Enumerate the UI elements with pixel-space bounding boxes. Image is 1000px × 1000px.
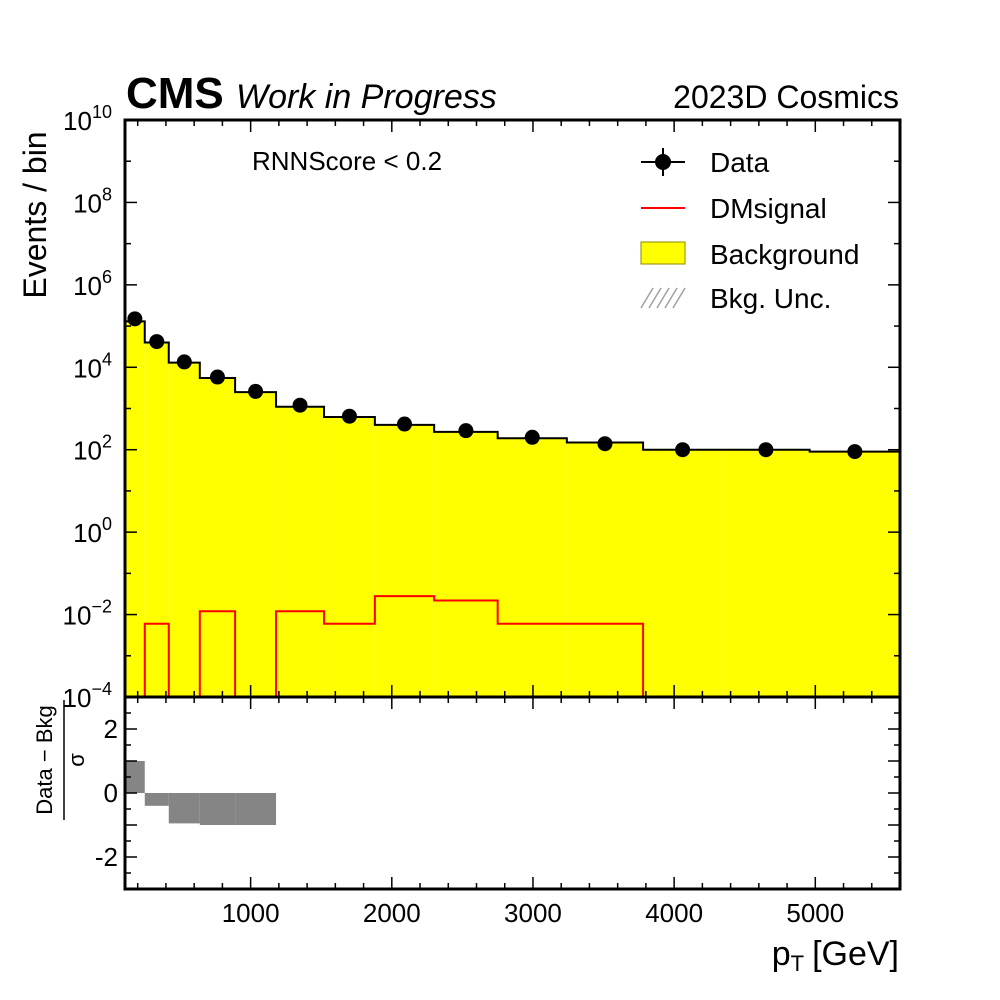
background-bar xyxy=(125,321,145,697)
legend-entry-data: Data xyxy=(641,147,770,178)
x-axis-label: pT [GeV] xyxy=(772,935,899,976)
ratio-y-tick-label: 2 xyxy=(104,714,118,744)
main-y-tick-label: 1010 xyxy=(63,102,112,136)
data-point xyxy=(675,442,691,458)
main-y-tick-label: 106 xyxy=(73,267,112,301)
main-y-axis-label: Events / bin xyxy=(17,131,53,298)
background-bar xyxy=(168,362,200,697)
background-bar xyxy=(566,442,644,697)
x-axis-label-symbol: p xyxy=(772,935,791,973)
legend-background-swatch xyxy=(640,241,686,265)
ratio-y-label-numerator: Data − Bkg xyxy=(32,705,57,814)
background-bar xyxy=(276,406,325,697)
ratio-bar xyxy=(144,793,169,806)
legend-entry-bkg-unc: Bkg. Unc. xyxy=(640,283,831,314)
x-tick-label: 3000 xyxy=(504,898,562,928)
main-y-tick-label: 102 xyxy=(73,432,112,466)
ratio-bar xyxy=(168,793,200,824)
background-bar xyxy=(324,417,375,697)
background-bar xyxy=(144,342,169,697)
data-point xyxy=(758,442,774,458)
main-y-tick-label: 104 xyxy=(73,349,112,383)
x-tick-label: 4000 xyxy=(645,898,703,928)
main-y-tick-label: 108 xyxy=(73,184,112,218)
data-point xyxy=(149,334,165,350)
data-point xyxy=(176,354,192,370)
legend-label-background: Background xyxy=(710,239,859,270)
x-tick-label: 5000 xyxy=(786,898,844,928)
data-point xyxy=(209,369,225,385)
data-point xyxy=(127,311,143,327)
data-point xyxy=(248,383,264,399)
data-point xyxy=(847,444,863,460)
main-y-tick-label: 100 xyxy=(73,514,112,548)
ratio-y-tick-label: 0 xyxy=(104,778,118,808)
legend-entry-background: Background xyxy=(640,239,859,270)
ratio-bar xyxy=(125,761,145,793)
legend-label-dmsignal: DMsignal xyxy=(710,193,827,224)
main-y-tick-label: 10−2 xyxy=(63,597,112,631)
x-axis-label-unit: [GeV] xyxy=(812,935,899,973)
background-bar xyxy=(643,449,723,697)
data-point xyxy=(524,429,540,445)
main-y-tick-label: 10−4 xyxy=(63,679,112,713)
x-tick-label: 2000 xyxy=(363,898,421,928)
background-bar xyxy=(497,438,567,697)
data-point xyxy=(292,397,308,413)
x-axis-label-subscript: T xyxy=(791,951,804,976)
legend-label-data: Data xyxy=(710,147,770,178)
dataset-label: 2023D Cosmics xyxy=(673,79,899,115)
legend: Data DMsignal Background Bkg. Unc. xyxy=(640,147,859,314)
status-label: Work in Progress xyxy=(236,78,497,116)
background-bar xyxy=(374,424,435,697)
background-bar xyxy=(809,451,900,697)
x-tick-label: 1000 xyxy=(222,898,280,928)
data-point xyxy=(341,408,357,424)
background-bar xyxy=(434,431,498,697)
ratio-bar xyxy=(235,793,277,825)
data-point xyxy=(397,416,413,432)
data-point xyxy=(458,423,474,439)
legend-hatch-swatch xyxy=(640,287,686,309)
main-y-axis: 1010 108 106 104 102 100 10−2 10−4 xyxy=(63,102,900,713)
background-bar xyxy=(722,449,810,697)
background-bar xyxy=(199,377,236,697)
legend-data-marker xyxy=(655,154,671,170)
background-bar xyxy=(235,392,277,697)
legend-entry-dmsignal: DMsignal xyxy=(641,193,827,224)
ratio-panel-frame xyxy=(123,695,902,891)
legend-label-bkg-unc: Bkg. Unc. xyxy=(710,283,831,314)
ratio-y-axis-label: Data − Bkg σ xyxy=(32,700,89,820)
ratio-bar xyxy=(199,793,236,825)
main-plot-area xyxy=(125,311,900,698)
ratio-plot-area xyxy=(125,761,277,825)
ratio-y-tick-label: -2 xyxy=(95,842,118,872)
ratio-y-label-denominator: σ xyxy=(64,753,89,767)
experiment-label: CMS xyxy=(126,69,224,118)
annotation-label: RNNScore < 0.2 xyxy=(252,146,442,176)
data-point xyxy=(597,436,613,452)
